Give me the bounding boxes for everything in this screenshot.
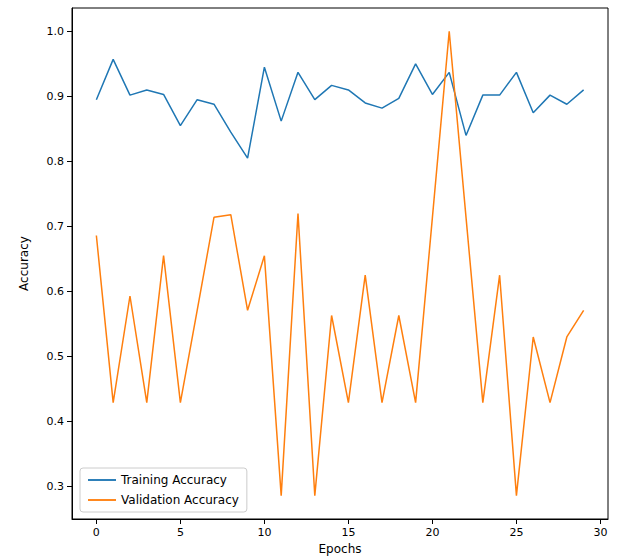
svg-text:20: 20 xyxy=(425,526,439,539)
svg-text:Epochs: Epochs xyxy=(319,542,362,556)
svg-text:0.8: 0.8 xyxy=(47,155,65,168)
svg-text:25: 25 xyxy=(509,526,523,539)
svg-text:0.3: 0.3 xyxy=(47,480,65,493)
svg-text:5: 5 xyxy=(177,526,184,539)
svg-text:0.5: 0.5 xyxy=(47,350,65,363)
svg-text:30: 30 xyxy=(593,526,607,539)
svg-text:Accuracy: Accuracy xyxy=(17,236,31,291)
svg-text:0.9: 0.9 xyxy=(47,90,65,103)
svg-text:Training Accuracy: Training Accuracy xyxy=(120,473,227,487)
svg-text:10: 10 xyxy=(257,526,271,539)
svg-text:15: 15 xyxy=(341,526,355,539)
svg-text:Validation Accuracy: Validation Accuracy xyxy=(121,493,239,507)
svg-text:0: 0 xyxy=(93,526,100,539)
svg-text:0.6: 0.6 xyxy=(47,285,65,298)
svg-text:0.7: 0.7 xyxy=(47,220,65,233)
svg-text:0.4: 0.4 xyxy=(47,415,65,428)
svg-text:1.0: 1.0 xyxy=(47,25,65,38)
